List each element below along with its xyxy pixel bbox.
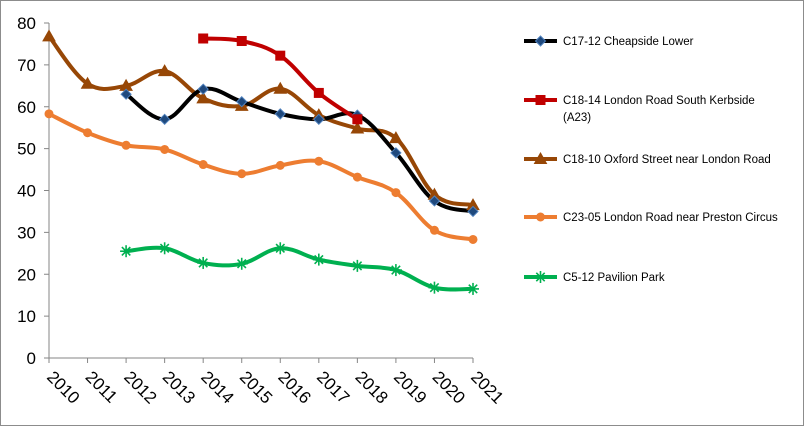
data-point-1: [198, 33, 209, 44]
data-point-2: [350, 121, 365, 134]
series-line-2: [47, 34, 475, 208]
data-point-3: [121, 140, 131, 150]
y-tick-label: 70: [17, 56, 36, 75]
y-tick-label: 0: [27, 349, 36, 368]
asterisk-stroke: [429, 282, 440, 293]
data-point-1: [275, 50, 286, 61]
legend-label-3: C23-05 London Road near Preston Circus: [563, 212, 778, 224]
data-point-3: [275, 160, 285, 170]
x-tick-label: 2019: [390, 367, 430, 407]
data-point-3: [237, 169, 247, 179]
data-point-2: [42, 29, 56, 42]
asterisk-stroke: [275, 243, 286, 254]
data-point-4: [235, 257, 248, 270]
data-point-3: [83, 128, 93, 138]
legend-marker-0: [534, 35, 547, 47]
series-line-3: [47, 111, 475, 242]
series-line-4: [124, 245, 475, 292]
x-tick-label: 2013: [159, 367, 199, 407]
data-point-2: [389, 131, 403, 144]
asterisk-stroke: [535, 272, 546, 282]
x-tick-label: 2017: [313, 367, 353, 407]
data-point-2: [80, 76, 95, 89]
y-tick-label: 10: [17, 307, 36, 326]
legend-label-1: C18-14 London Road South Kerbside (A23): [563, 95, 755, 124]
legend-label-2: C18-10 Oxford Street near London Road: [563, 154, 771, 166]
data-point-4: [158, 242, 171, 255]
data-point-3: [44, 109, 54, 119]
data-point-0: [390, 147, 402, 159]
asterisk-stroke: [198, 258, 208, 268]
legend-label-0: C17-12 Cheapside Lower: [563, 36, 694, 48]
series-lines: [47, 34, 475, 292]
y-tick-label: 80: [17, 14, 36, 33]
asterisk-stroke: [121, 246, 131, 256]
x-tick-label: 2018: [352, 367, 392, 407]
y-tick-label: 20: [17, 265, 36, 284]
x-tick-label: 2011: [82, 367, 121, 406]
asterisk-stroke: [352, 261, 363, 271]
legend-marker-2: [533, 151, 548, 164]
legend-marker-1: [535, 95, 546, 105]
x-tick-label: 2012: [120, 367, 160, 407]
data-point-4: [467, 282, 479, 295]
y-tick-label: 50: [17, 140, 36, 159]
data-point-2: [196, 91, 211, 104]
data-point-3: [391, 188, 401, 198]
data-point-3: [352, 172, 362, 182]
data-point-4: [197, 256, 210, 269]
data-point-0: [158, 113, 171, 126]
x-tick-label: 2020: [429, 367, 469, 407]
y-tick-label: 30: [17, 223, 36, 242]
data-point-3: [160, 144, 170, 154]
data-point-1: [313, 87, 324, 98]
y-tick-label: 60: [17, 98, 36, 117]
legend-marker-4: [534, 271, 547, 283]
data-point-1: [236, 36, 247, 47]
x-tick-label: 2015: [236, 367, 276, 407]
asterisk-stroke: [391, 265, 401, 275]
x-tick-label: 2010: [43, 367, 83, 407]
data-point-4: [274, 242, 287, 255]
data-point-4: [428, 281, 441, 294]
data-point-3: [429, 225, 439, 235]
data-point-0: [274, 108, 286, 120]
series-line-0: [124, 86, 475, 214]
legend-marker-3: [536, 212, 545, 222]
data-point-4: [120, 245, 133, 258]
data-point-0: [197, 83, 209, 95]
asterisk-stroke: [236, 259, 247, 269]
data-point-3: [198, 160, 208, 170]
data-point-0: [120, 88, 132, 100]
data-point-0: [467, 205, 479, 218]
y-tick-label: 40: [17, 182, 36, 201]
x-tick-label: 2021: [467, 367, 507, 407]
data-point-4: [351, 259, 364, 272]
asterisk-stroke: [314, 254, 324, 265]
asterisk-stroke: [159, 243, 170, 254]
y-tick-labels: 0 10 20 30 40 50 60 70 80: [17, 14, 36, 368]
data-point-0: [428, 195, 441, 207]
axes: [44, 22, 474, 363]
data-point-1: [352, 114, 363, 125]
data-point-3: [468, 234, 478, 244]
data-point-2: [273, 81, 288, 94]
data-point-0: [236, 96, 248, 108]
asterisk-stroke: [468, 284, 478, 294]
data-point-4: [312, 253, 325, 266]
x-tick-label: 2014: [197, 367, 237, 407]
data-point-4: [389, 264, 402, 277]
series-markers: [42, 29, 480, 295]
legend-label-4: C5-12 Pavilion Park: [563, 272, 665, 284]
legend: C17-12 Cheapside Lower C18-14 London Road…: [524, 35, 778, 284]
data-point-0: [313, 113, 325, 126]
x-tick-label: 2016: [274, 367, 314, 407]
data-point-2: [157, 64, 172, 77]
data-point-3: [314, 156, 324, 166]
